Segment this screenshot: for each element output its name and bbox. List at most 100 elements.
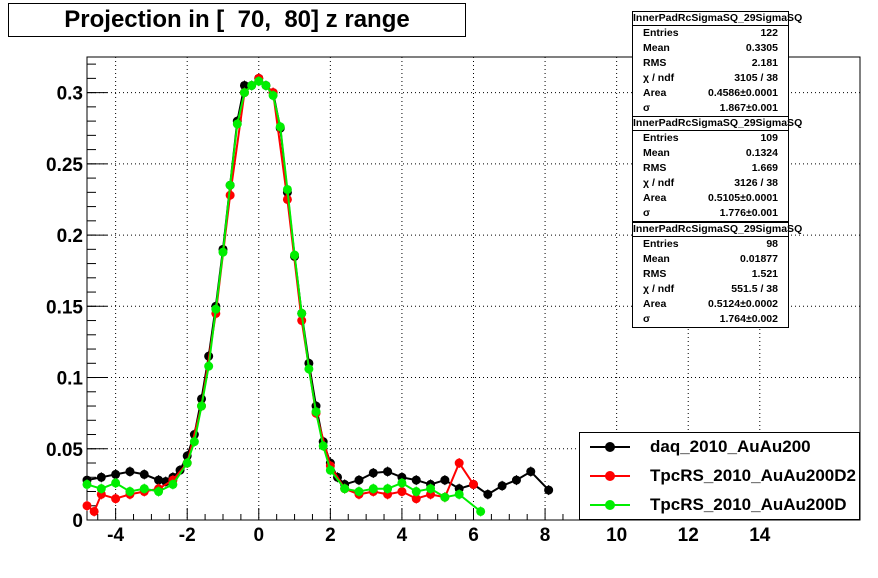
series-1 xyxy=(82,73,478,517)
data-point xyxy=(511,475,521,485)
series-2 xyxy=(82,76,486,517)
data-point xyxy=(111,478,121,488)
stats-label: Area xyxy=(643,87,667,99)
series-line xyxy=(86,76,475,514)
data-point xyxy=(526,467,536,477)
data-point xyxy=(168,479,178,489)
data-point xyxy=(483,489,493,499)
x-tick-label: 6 xyxy=(468,525,479,546)
series-0 xyxy=(82,73,554,500)
legend-entry-rs2: TpcRS_2010_AuAu200D2 xyxy=(580,462,859,490)
stats-value: 1.867±0.001 xyxy=(719,102,778,114)
stats-label: RMS xyxy=(643,268,667,280)
stats-value: 109 xyxy=(760,132,778,144)
data-point xyxy=(368,484,378,494)
legend-entry-daq: daq_2010_AuAu200 xyxy=(580,433,859,461)
y-tick-label: 0.15 xyxy=(46,297,83,318)
stats-name: InnerPadRcSigmaSQ_29SigmaSQ xyxy=(633,117,803,131)
stats-label: σ xyxy=(643,313,651,325)
stats-box-3: InnerPadRcSigmaSQ_29SigmaSQ Entries 98 Me… xyxy=(632,222,803,328)
series-line xyxy=(86,76,550,496)
stats-label: χ / ndf xyxy=(643,72,675,84)
data-point xyxy=(440,492,450,502)
x-tick-label: 14 xyxy=(749,525,771,546)
stats-name: InnerPadRcSigmaSQ_29SigmaSQ xyxy=(633,223,803,237)
stats-label: Entries xyxy=(643,27,679,39)
legend-marker-icon xyxy=(580,462,640,490)
data-point xyxy=(411,494,421,504)
data-point xyxy=(282,184,292,194)
data-point xyxy=(89,506,99,516)
y-tick-label: 0.3 xyxy=(57,84,83,105)
stats-label: Mean xyxy=(643,253,670,265)
data-point xyxy=(397,478,407,488)
chart-title: Projection in [ 70, 80] z range xyxy=(8,3,466,37)
data-series xyxy=(82,73,554,517)
stats-value: 551.5 / 38 xyxy=(731,283,778,295)
stats-label: Entries xyxy=(643,132,679,144)
stats-label: RMS xyxy=(643,57,667,69)
stats-value: 1.776±0.001 xyxy=(719,207,778,219)
stats-value: 98 xyxy=(766,238,778,250)
stats-value: 0.5124±0.0002 xyxy=(708,298,778,310)
stats-label: χ / ndf xyxy=(643,283,675,295)
stats-value: 122 xyxy=(760,27,778,39)
stats-box-2: InnerPadRcSigmaSQ_29SigmaSQ Entries 109 M… xyxy=(632,116,803,222)
stats-label: Area xyxy=(643,192,667,204)
data-point xyxy=(189,437,199,447)
x-tick-label: 10 xyxy=(606,525,627,546)
data-point xyxy=(82,501,92,511)
data-point xyxy=(204,361,214,371)
x-tick-label: 2 xyxy=(325,525,336,546)
data-point xyxy=(154,487,164,497)
legend-label: daq_2010_AuAu200 xyxy=(650,437,811,456)
stats-label: σ xyxy=(643,102,651,114)
data-point xyxy=(239,88,249,98)
x-tick-label: -2 xyxy=(179,525,196,546)
data-point xyxy=(325,465,335,475)
x-tick-label: 12 xyxy=(678,525,699,546)
stats-label: Area xyxy=(643,298,667,310)
data-point xyxy=(440,475,450,485)
data-point xyxy=(544,485,554,495)
stats-value: 0.4586±0.0001 xyxy=(708,87,778,99)
legend-entry-rs: TpcRS_2010_AuAu200D xyxy=(580,491,859,519)
data-point xyxy=(426,484,436,494)
data-point xyxy=(368,468,378,478)
stats-label: Mean xyxy=(643,42,670,54)
data-point xyxy=(354,487,364,497)
data-point xyxy=(111,469,121,479)
data-point xyxy=(96,484,106,494)
data-point xyxy=(383,467,393,477)
data-point xyxy=(469,479,478,489)
data-point xyxy=(304,364,314,374)
stats-label: Entries xyxy=(643,238,679,250)
data-point xyxy=(111,494,121,504)
stats-value: 3126 / 38 xyxy=(734,177,778,189)
series-line xyxy=(86,80,482,513)
data-point xyxy=(275,122,285,132)
stats-label: σ xyxy=(643,207,651,219)
x-tick-label: 0 xyxy=(253,525,264,546)
data-point xyxy=(340,484,350,494)
data-point xyxy=(225,180,235,190)
data-point xyxy=(96,472,106,482)
data-point xyxy=(454,489,464,499)
data-point xyxy=(476,506,486,516)
data-point xyxy=(497,481,507,491)
tick-labels: -4 -2 0 2 4 6 8 10 12 14 0 0.05 0.1 0.15 0.2 0.25 0.3 xyxy=(46,84,771,546)
y-tick-label: 0.2 xyxy=(57,226,83,247)
data-point xyxy=(397,487,407,497)
stats-value: 2.181 xyxy=(751,57,778,69)
stats-value: 1.521 xyxy=(751,268,778,280)
x-tick-label: 8 xyxy=(540,525,551,546)
data-point xyxy=(154,475,164,485)
data-point xyxy=(232,119,242,129)
stats-label: χ / ndf xyxy=(643,177,675,189)
data-point xyxy=(261,80,271,90)
data-point xyxy=(247,80,257,90)
data-point xyxy=(239,80,249,90)
stats-box-1: InnerPadRcSigmaSQ_29SigmaSQ Entries 122 M… xyxy=(632,11,802,117)
data-point xyxy=(383,484,393,494)
stats-value: 3105 / 38 xyxy=(734,72,778,84)
